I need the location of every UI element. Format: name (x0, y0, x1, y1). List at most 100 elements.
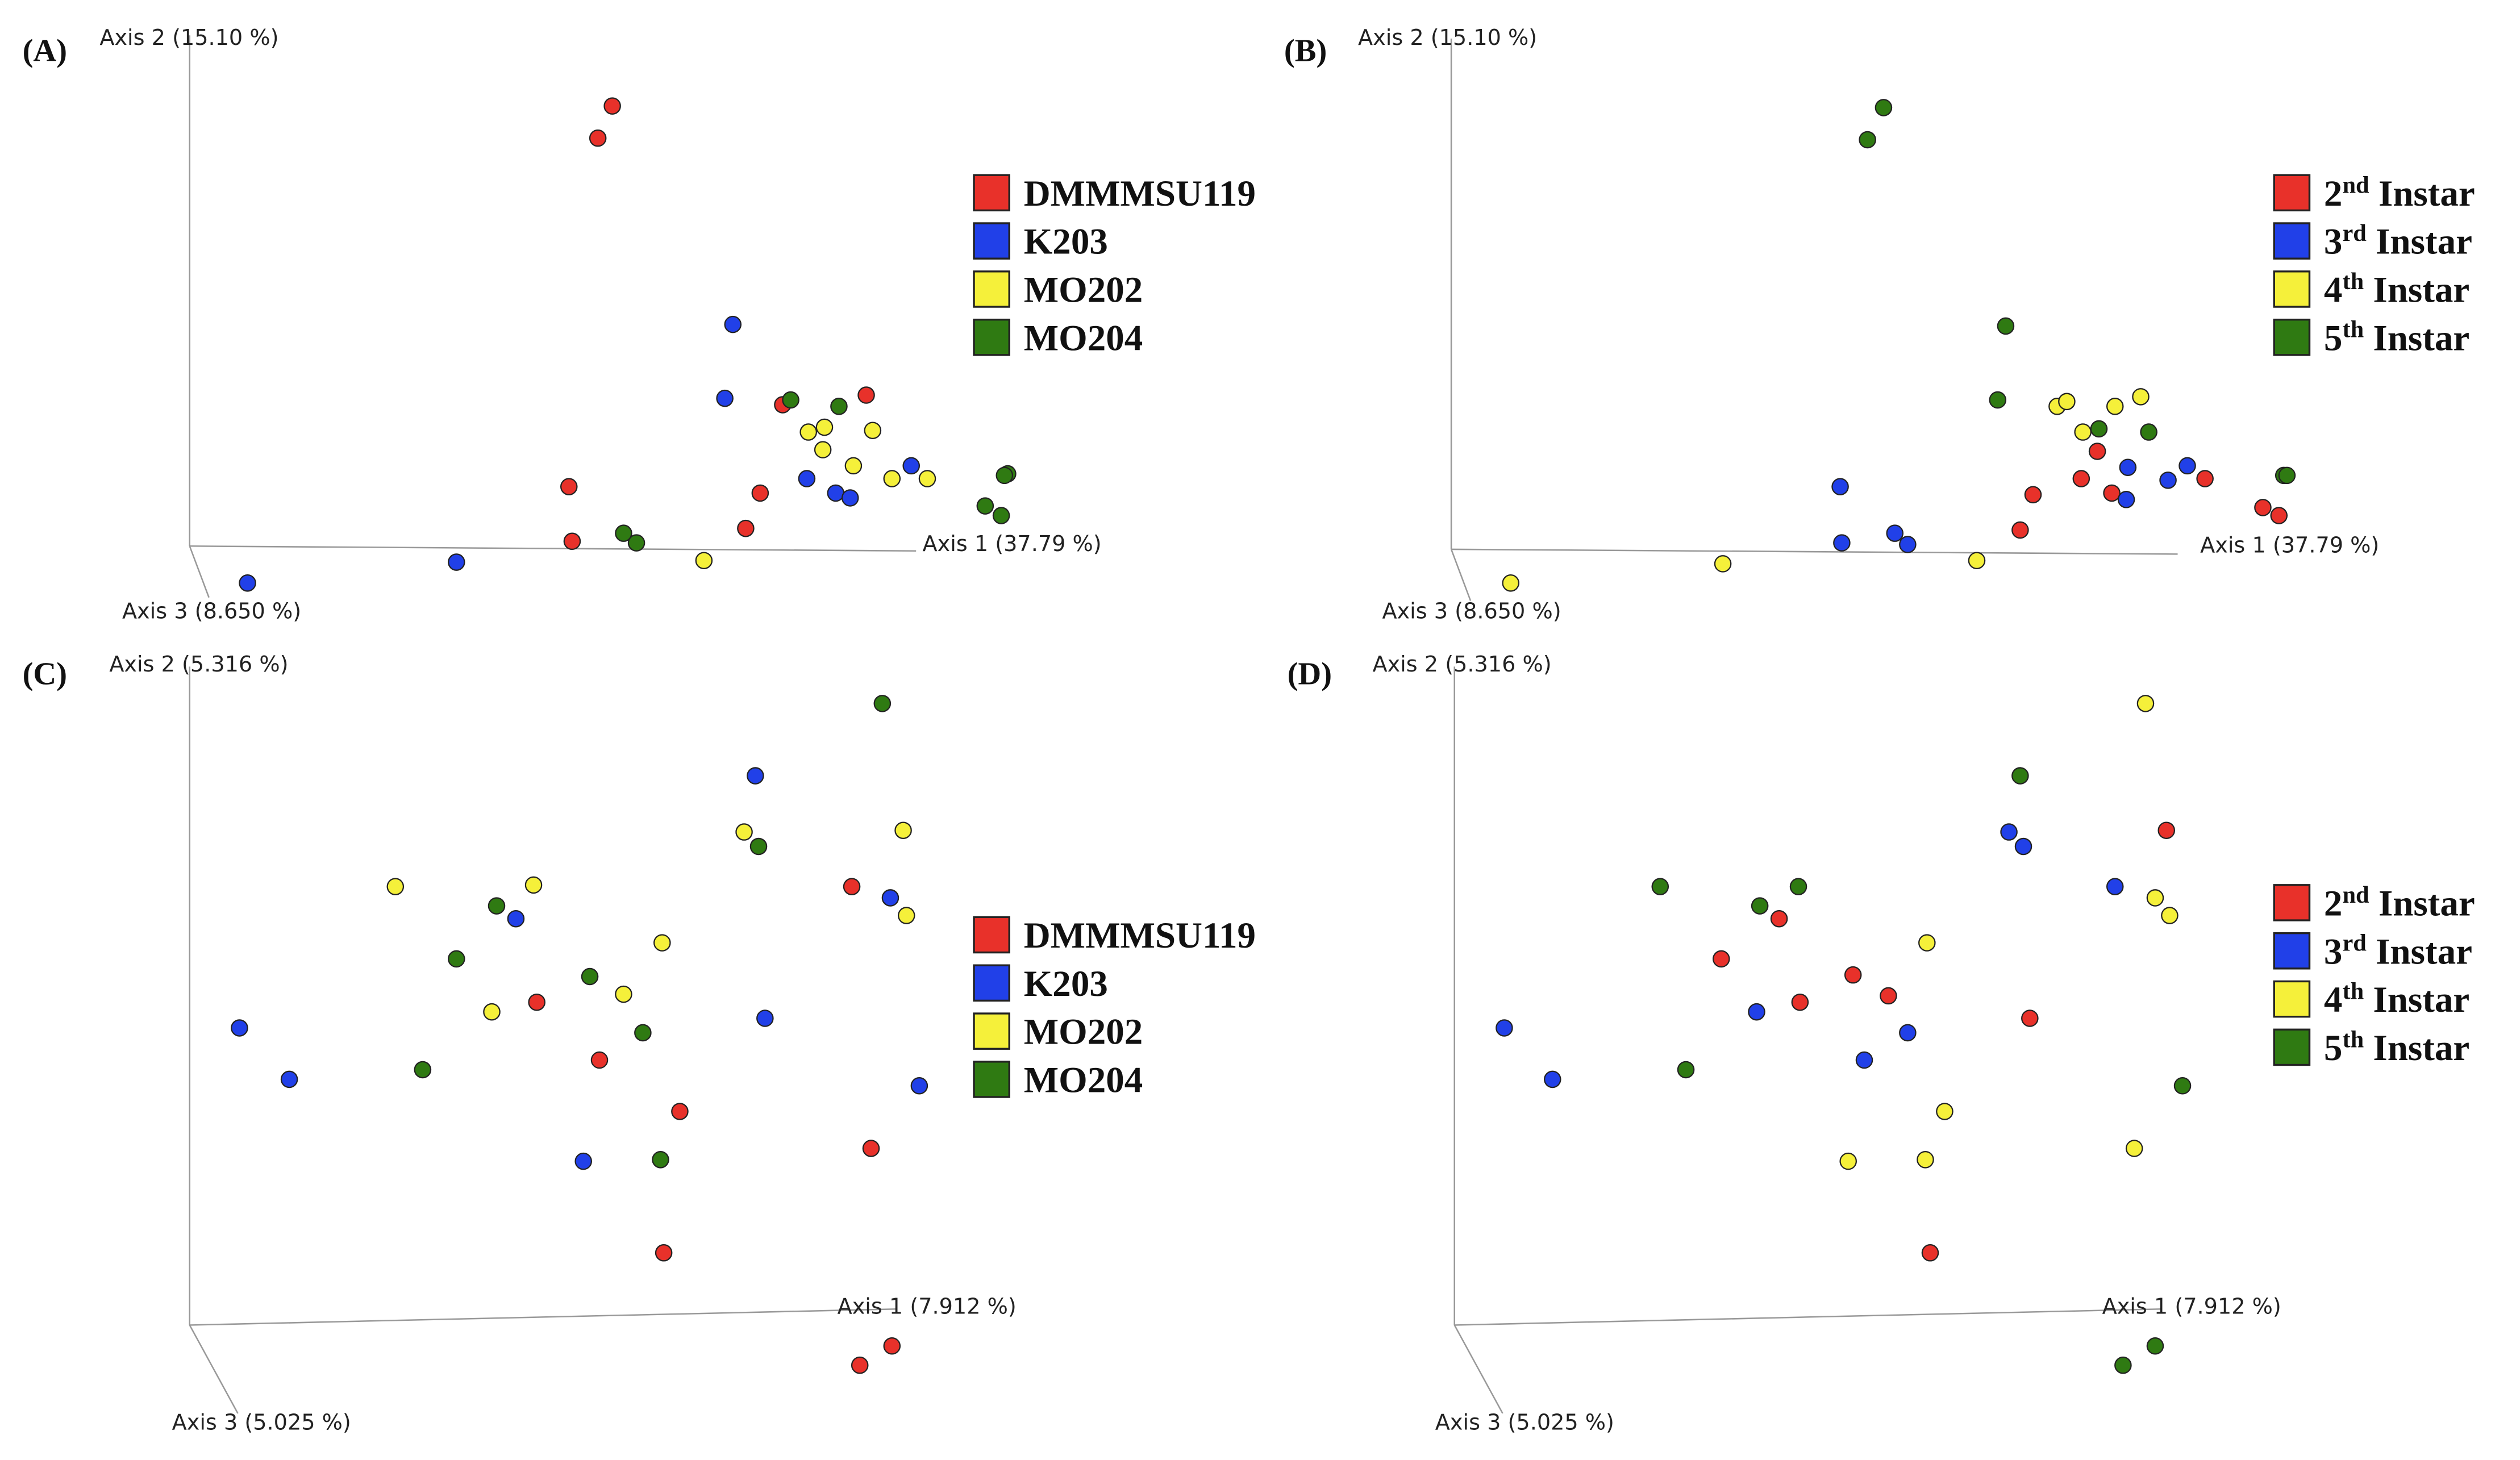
point (749, 837, 768, 856)
legend-label: 4th Instar (2324, 268, 2469, 311)
point (581, 967, 599, 986)
point (2024, 486, 2042, 504)
point (2000, 823, 2018, 841)
point (2072, 470, 2090, 487)
point (827, 484, 845, 502)
point (2159, 472, 2177, 489)
point (995, 466, 1014, 485)
point (815, 418, 834, 436)
point (2103, 484, 2121, 502)
legend-label: 5th Instar (2324, 1026, 2469, 1069)
point (239, 574, 256, 592)
point (1831, 478, 1849, 495)
point (652, 1151, 669, 1169)
y-axis-label: Axis 2 (15.10 %) (1358, 26, 1537, 51)
point (448, 950, 465, 968)
z-axis-label: Axis 3 (8.650 %) (1382, 599, 1561, 624)
axis-line (1453, 1324, 1503, 1414)
legend-swatch (973, 174, 1010, 212)
legend-label: 2nd Instar (2324, 882, 2475, 924)
axis-line (189, 1308, 897, 1326)
point (695, 552, 713, 569)
point (448, 553, 465, 571)
point (1839, 1152, 1857, 1170)
point (841, 489, 859, 507)
point (857, 386, 875, 404)
x-axis-label: Axis 1 (7.912 %) (838, 1295, 1017, 1320)
legend-label: 5th Instar (2324, 316, 2469, 359)
axis-line (1451, 548, 2178, 555)
point (1859, 131, 1876, 149)
point (2254, 499, 2272, 516)
point (918, 470, 936, 487)
legend-swatch (973, 964, 1010, 1002)
point (1899, 1024, 1917, 1042)
point (507, 910, 525, 928)
point (488, 897, 506, 915)
point (2058, 393, 2076, 411)
legend-label: 3rd Instar (2324, 930, 2472, 973)
point (574, 1152, 592, 1170)
point (634, 1024, 652, 1042)
point (902, 457, 920, 475)
point (2014, 837, 2032, 856)
point (2146, 1337, 2164, 1355)
point (814, 441, 832, 458)
point (1875, 99, 1893, 116)
z-axis-label: Axis 3 (5.025 %) (1435, 1410, 1614, 1435)
point (756, 1010, 774, 1027)
point (2196, 470, 2214, 487)
point (603, 97, 621, 115)
point (883, 470, 901, 487)
z-axis-label: Axis 3 (5.025 %) (172, 1410, 351, 1435)
point (724, 315, 742, 333)
point (1844, 966, 1862, 984)
point (1918, 934, 1936, 952)
legend-swatch (973, 222, 1010, 260)
point (563, 532, 581, 550)
point (2090, 420, 2108, 438)
legend-swatch (2273, 932, 2311, 970)
point (231, 1019, 248, 1037)
point (1968, 552, 1986, 569)
axis-line (1454, 1308, 2162, 1326)
point (2161, 907, 2179, 924)
y-axis-label: Axis 2 (15.10 %) (99, 26, 278, 51)
legend-label: MO204 (1024, 1060, 1143, 1101)
point (589, 129, 607, 147)
point (615, 985, 632, 1003)
point (1544, 1070, 1561, 1088)
point (671, 1103, 689, 1120)
point (2119, 458, 2137, 477)
legend-label: DMMMSU119 (1024, 173, 1256, 214)
point (280, 1070, 298, 1088)
point (747, 767, 764, 785)
point (483, 1003, 501, 1021)
y-axis-label: Axis 2 (5.316 %) (109, 652, 288, 677)
point (653, 934, 671, 952)
point (2106, 878, 2124, 895)
legend-swatch (2273, 222, 2311, 260)
point (851, 1356, 869, 1374)
legend-swatch (2273, 270, 2311, 308)
point (1917, 1151, 1934, 1169)
point (864, 422, 882, 439)
point (883, 1337, 901, 1355)
point (799, 423, 817, 441)
point (2136, 695, 2155, 712)
point (2074, 423, 2092, 441)
point (894, 821, 912, 839)
point (2125, 1140, 2143, 1157)
y-axis-label: Axis 2 (5.316 %) (1372, 652, 1551, 677)
point (992, 507, 1010, 524)
point (1677, 1061, 1695, 1079)
point (560, 478, 578, 495)
point (1770, 910, 1788, 928)
point (2021, 1010, 2039, 1027)
point (1936, 1103, 1953, 1120)
point (528, 993, 545, 1011)
point (2179, 457, 2196, 475)
legend-label: 3rd Instar (2324, 220, 2472, 262)
